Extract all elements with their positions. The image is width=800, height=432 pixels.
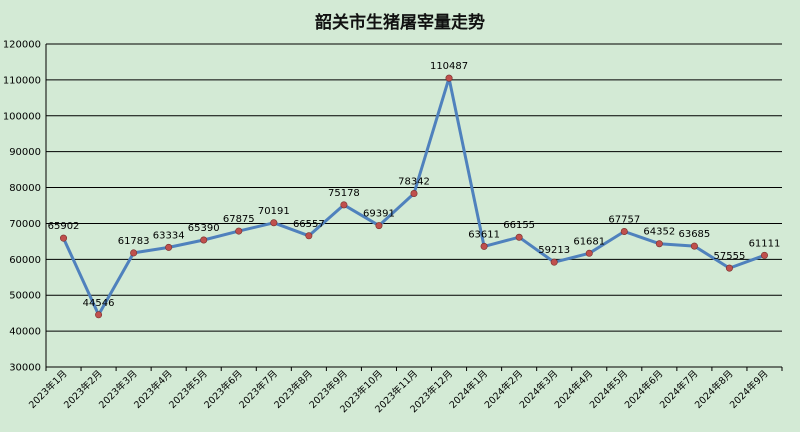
data-point xyxy=(515,233,523,241)
data-label: 63611 xyxy=(468,229,500,240)
data-label: 67757 xyxy=(608,214,640,225)
data-point xyxy=(585,249,593,257)
data-point xyxy=(305,232,313,240)
data-label: 67875 xyxy=(223,214,255,225)
data-point xyxy=(410,190,418,198)
data-point xyxy=(60,234,68,242)
data-label: 63334 xyxy=(153,230,185,241)
data-point xyxy=(375,222,383,230)
data-label: 61783 xyxy=(118,236,150,247)
y-tick-label: 60000 xyxy=(9,255,41,266)
y-tick-label: 30000 xyxy=(9,363,41,374)
data-label: 59213 xyxy=(538,245,570,256)
data-point xyxy=(690,242,698,250)
data-label: 78342 xyxy=(398,177,430,188)
data-label: 65902 xyxy=(48,221,80,232)
data-point xyxy=(445,74,453,82)
data-point xyxy=(165,243,173,251)
y-tick-label: 80000 xyxy=(9,183,41,194)
data-point xyxy=(480,242,488,250)
data-label: 63685 xyxy=(678,229,710,240)
y-tick-label: 70000 xyxy=(9,219,41,230)
data-label: 66557 xyxy=(293,219,325,230)
data-label: 61111 xyxy=(749,238,781,249)
y-tick-label: 40000 xyxy=(9,327,41,338)
x-tick-label: 2024年9月 xyxy=(727,368,770,411)
y-tick-label: 120000 xyxy=(3,40,41,51)
data-point xyxy=(130,249,138,257)
data-label: 64352 xyxy=(643,227,675,238)
data-point xyxy=(200,236,208,244)
data-label: 75178 xyxy=(328,188,360,199)
data-label: 57555 xyxy=(714,251,746,262)
data-label: 61681 xyxy=(573,236,605,247)
data-label: 110487 xyxy=(430,61,468,72)
data-label: 69391 xyxy=(363,209,395,220)
data-label: 44546 xyxy=(83,298,115,309)
data-label: 70191 xyxy=(258,206,290,217)
data-label: 65390 xyxy=(188,223,220,234)
data-point xyxy=(620,227,628,235)
data-point xyxy=(340,201,348,209)
data-point xyxy=(760,251,768,259)
data-point xyxy=(655,240,663,248)
chart-title: 韶关市生猪屠宰量走势 xyxy=(315,13,485,33)
data-point xyxy=(550,258,558,266)
y-tick-label: 100000 xyxy=(3,111,41,122)
y-tick-label: 110000 xyxy=(3,75,41,86)
y-tick-label: 50000 xyxy=(9,291,41,302)
y-tick-label: 90000 xyxy=(9,147,41,158)
data-point xyxy=(725,264,733,272)
data-point xyxy=(270,219,278,227)
data-label: 66155 xyxy=(503,220,535,231)
data-point xyxy=(235,227,243,235)
data-point xyxy=(95,311,103,319)
